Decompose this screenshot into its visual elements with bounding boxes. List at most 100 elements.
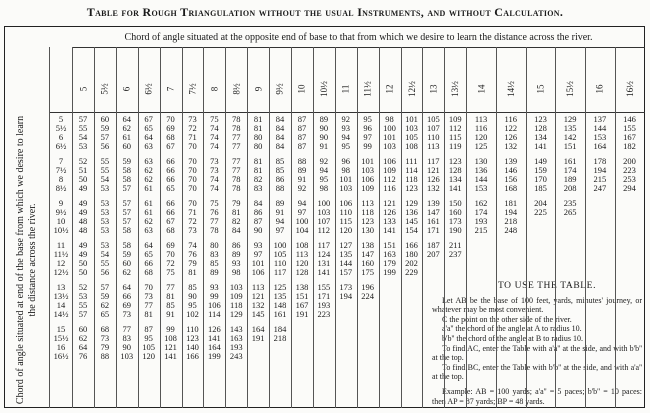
cell: 103 [361,164,374,175]
cell: 294 [623,183,636,194]
cell: 89 [297,164,307,175]
cell: 128 [534,122,547,133]
cell: 131 [317,258,331,269]
cell: 84 [275,141,285,152]
cell: 61 [122,132,131,143]
column-header-text: 5 [77,86,88,92]
cell: 113 [361,197,374,208]
instruction-line: To find BC, enter the Table with b'b'' a… [432,362,642,382]
cell: 70 [188,197,197,208]
cell: 109 [229,290,243,301]
cell: 144 [593,122,607,133]
rule [269,47,271,408]
cell: 99 [363,141,372,152]
cell: 128 [295,267,309,278]
cell: 89 [275,197,285,208]
cell: 59 [100,290,110,301]
cell: 88 [297,155,307,166]
cell: 136 [405,206,418,217]
cell: 95 [319,174,329,185]
cell: 126 [426,174,440,185]
cell: 109 [448,113,462,124]
column-header-text: 13 [428,84,439,94]
column-header-text: 15½ [565,81,576,97]
row-label: 10 [56,216,66,227]
cell: 112 [383,174,396,185]
cell: 60 [122,258,131,269]
row-label: 15½ [53,332,69,343]
cell: 79 [231,197,241,208]
cell: 202 [405,258,418,269]
cell: 73 [210,164,219,175]
cell: 151 [383,239,396,250]
cell: 55 [100,258,110,269]
cell: 121 [383,197,396,208]
cell: 101 [361,155,374,166]
cell: 117 [273,267,287,278]
cell: 90 [319,132,329,143]
row-label: 11½ [53,248,69,259]
cell: 179 [383,258,396,269]
column-header: 11 [335,84,357,98]
column-header: 9 [247,84,269,98]
cell: 174 [474,206,488,217]
cell: 98 [385,113,394,124]
cell: 141 [448,183,462,194]
cell: 101 [251,258,265,269]
cell: 77 [210,216,219,227]
rule [356,47,358,408]
cell: 119 [449,141,462,152]
column-header-text: 13½ [450,81,461,97]
cell: 67 [144,113,153,124]
cell: 55 [78,122,88,133]
cell: 116 [383,183,396,194]
column-header: 16½ [615,81,645,98]
cell: 116 [474,122,488,133]
cell: 110 [273,258,287,269]
cell: 163 [229,332,243,343]
instruction-line: a'a'' the chord of the angle at A to rad… [442,324,582,334]
cell: 93 [231,258,241,269]
cell: 155 [317,281,331,292]
cell: 174 [563,164,577,175]
cell: 95 [341,141,350,152]
cell: 74 [210,122,219,133]
row-label: 13 [56,281,66,292]
cell: 57 [122,183,131,194]
cell: 84 [231,225,241,236]
cell: 50 [78,267,88,278]
cell: 85 [275,164,285,175]
cell: 167 [295,300,309,311]
cell: 83 [210,248,219,259]
cell: 56 [100,141,110,152]
cell: 133 [383,216,396,227]
cell: 70 [188,141,197,152]
cell: 161 [563,155,577,166]
cell: 66 [122,290,131,301]
column-header: 5 [72,84,94,98]
cell: 143 [229,323,243,334]
cell: 97 [297,206,307,217]
column-header-text: 8 [209,86,220,92]
column-header: 12 [379,84,401,98]
cell: 180 [405,248,418,259]
cell: 89 [319,113,329,124]
cell: 57 [78,309,88,320]
cell: 248 [504,225,518,236]
cell: 61 [144,183,153,194]
cell: 87 [144,323,153,334]
column-header-text: 16 [594,84,605,94]
cell: 105 [273,248,287,259]
cell: 74 [210,141,219,152]
cell: 72 [188,122,197,133]
cell: 86 [253,206,263,217]
column-header-text: 16½ [624,81,635,97]
cell: 103 [405,122,418,133]
cell: 211 [449,239,462,250]
cell: 91 [319,141,329,152]
cell: 64 [122,281,131,292]
column-header-text: 14 [476,84,487,94]
cell: 106 [361,174,374,185]
cell: 63 [144,225,153,236]
cell: 77 [144,300,153,311]
